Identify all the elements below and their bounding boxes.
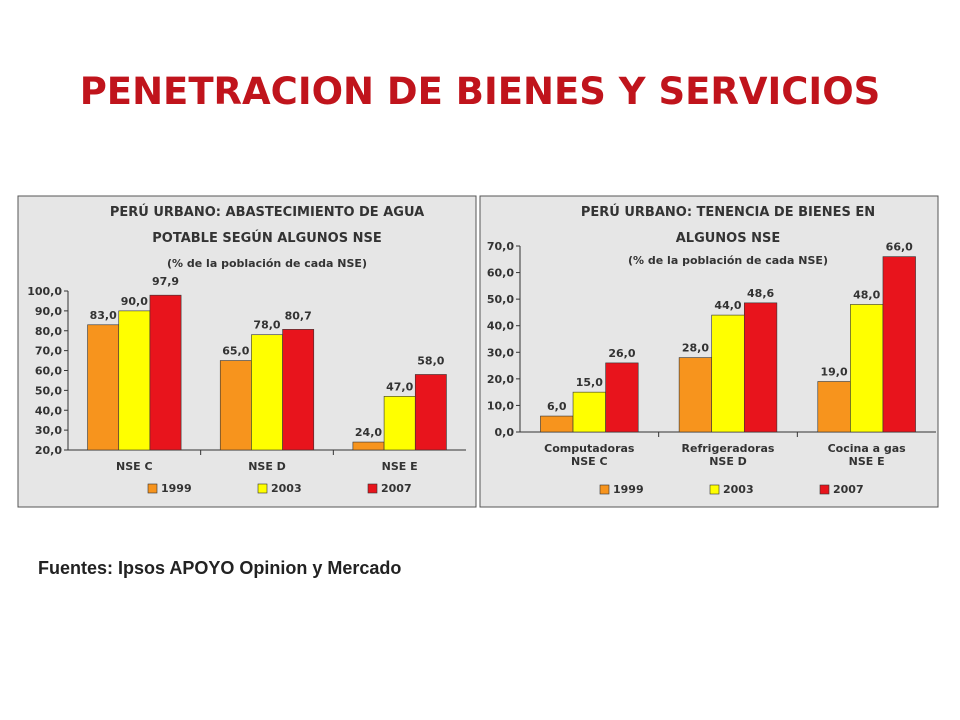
bar [251, 334, 283, 451]
y-tick-label: 20,0 [487, 373, 514, 386]
legend-swatch [147, 483, 158, 494]
value-label: 48,0 [853, 288, 880, 301]
bar [219, 360, 252, 451]
value-label: 80,7 [285, 309, 312, 322]
y-tick-label: 50,0 [35, 384, 62, 397]
bar [282, 329, 315, 451]
value-label: 6,0 [547, 400, 567, 413]
bar [540, 415, 574, 433]
x-tick-label: Cocina a gas NSE E [828, 442, 907, 468]
legend-swatch [709, 484, 720, 495]
bar [572, 391, 606, 433]
legend-label: 2007 [833, 483, 864, 496]
value-label: 90,0 [121, 295, 148, 308]
value-label: 19,0 [821, 366, 848, 379]
bar [817, 381, 851, 433]
chart: PERÚ URBANO: TENENCIA DE BIENES EN ALGUNO… [479, 195, 939, 508]
x-tick-label: NSE D [248, 460, 286, 473]
legend-swatch [599, 484, 610, 495]
legend-label: 2003 [723, 483, 754, 496]
y-tick-label: 70,0 [487, 240, 514, 253]
x-tick-label: NSE C [116, 460, 153, 473]
y-tick-label: 30,0 [487, 346, 514, 359]
value-label: 97,9 [152, 275, 179, 288]
chart-subtitle: (% de la población de cada NSE) [628, 254, 828, 267]
value-label: 47,0 [386, 380, 413, 393]
y-tick-label: 0,0 [495, 426, 515, 439]
x-tick-label: NSE E [382, 460, 418, 473]
chart-title: PERÚ URBANO: ABASTECIMIENTO DE AGUA POTAB… [110, 204, 424, 246]
y-tick-label: 80,0 [35, 325, 62, 338]
value-label: 66,0 [886, 241, 913, 254]
value-label: 58,0 [417, 354, 444, 367]
bar [882, 256, 916, 433]
bar [87, 324, 120, 451]
value-label: 65,0 [222, 345, 249, 358]
legend-label: 1999 [613, 483, 644, 496]
legend-label: 2003 [271, 482, 302, 495]
y-tick-label: 70,0 [35, 345, 62, 358]
y-tick-label: 100,0 [27, 285, 62, 298]
legend-swatch [257, 483, 268, 494]
y-tick-label: 60,0 [35, 365, 62, 378]
y-tick-label: 10,0 [487, 399, 514, 412]
value-label: 78,0 [253, 319, 280, 332]
bar [678, 357, 713, 433]
bar [711, 314, 745, 433]
x-tick-label: Computadoras NSE C [544, 442, 635, 468]
bar [383, 396, 416, 451]
bar [850, 304, 884, 433]
legend-swatch [367, 483, 378, 494]
value-label: 28,0 [682, 342, 709, 355]
value-label: 83,0 [90, 309, 117, 322]
y-tick-label: 50,0 [487, 293, 514, 306]
slide-title: PENETRACION DE BIENES Y SERVICIOS [80, 70, 881, 113]
legend-swatch [819, 484, 830, 495]
bar [414, 374, 447, 451]
y-tick-label: 40,0 [487, 320, 514, 333]
x-tick-label: Refrigeradoras NSE D [682, 442, 775, 468]
value-label: 24,0 [355, 426, 382, 439]
chart: PERÚ URBANO: ABASTECIMIENTO DE AGUA POTAB… [17, 195, 477, 508]
bar [743, 302, 778, 433]
legend-label: 1999 [161, 482, 192, 495]
source: Fuentes: Ipsos APOYO Opinion y Mercado [38, 558, 401, 578]
chart-title: PERÚ URBANO: TENENCIA DE BIENES EN ALGUNO… [581, 204, 875, 246]
bar [118, 310, 151, 451]
value-label: 48,6 [747, 287, 774, 300]
value-label: 15,0 [576, 376, 603, 389]
legend-label: 2007 [381, 482, 412, 495]
y-tick-label: 60,0 [487, 267, 514, 280]
y-tick-label: 20,0 [35, 444, 62, 457]
value-label: 26,0 [608, 347, 635, 360]
value-label: 44,0 [714, 299, 741, 312]
bar [352, 441, 385, 451]
y-tick-label: 30,0 [35, 424, 62, 437]
y-tick-label: 40,0 [35, 404, 62, 417]
chart-subtitle: (% de la población de cada NSE) [167, 257, 367, 270]
y-tick-label: 90,0 [35, 305, 62, 318]
bar [149, 294, 182, 451]
bar [605, 362, 639, 433]
